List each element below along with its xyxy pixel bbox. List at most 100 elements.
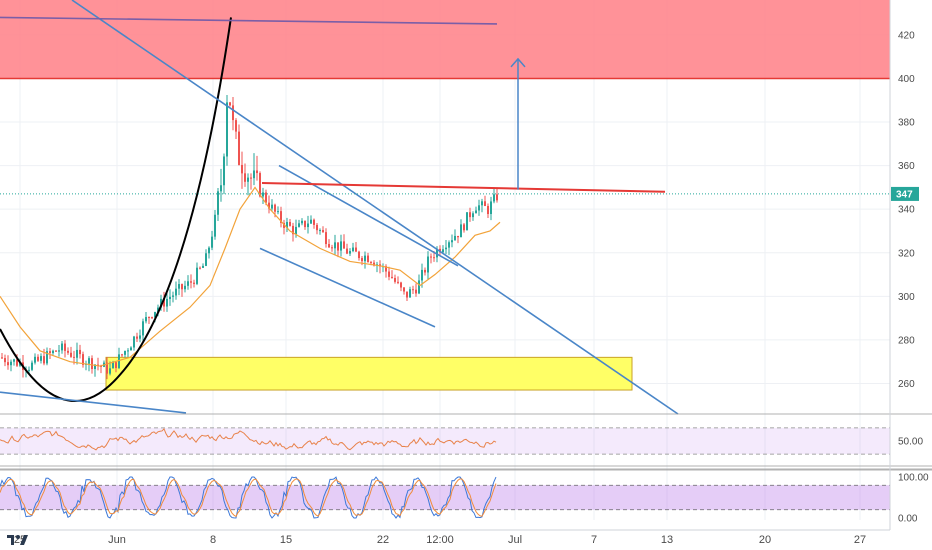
- supply-zone: [0, 0, 890, 79]
- candle-body: [409, 289, 411, 298]
- stoch-k-line: [0, 476, 497, 519]
- candle-body: [286, 221, 288, 228]
- descending-trendline: [71, 0, 679, 415]
- stoch-tick-label: 0.00: [898, 513, 918, 524]
- candle-body: [61, 343, 63, 351]
- candle-body: [358, 251, 360, 259]
- candle-body: [163, 298, 165, 307]
- candle-body: [49, 351, 51, 354]
- candle-body: [481, 201, 483, 206]
- candle-body: [454, 235, 456, 241]
- candle-body: [496, 194, 498, 201]
- candle-body: [370, 262, 372, 264]
- price-tick-label: 320: [898, 248, 915, 259]
- candle-body: [298, 223, 300, 227]
- candle-body: [70, 352, 72, 357]
- candle-body: [130, 347, 132, 351]
- candle-body: [142, 321, 144, 336]
- candle-body: [433, 257, 435, 259]
- candle-body: [220, 185, 222, 192]
- time-tick-label: 22: [377, 534, 389, 546]
- candle-body: [385, 266, 387, 272]
- candle-body: [175, 288, 177, 296]
- candle-body: [469, 212, 471, 218]
- rsi-band: [0, 427, 890, 455]
- candle-body: [361, 258, 363, 262]
- candle-body: [391, 276, 393, 278]
- indicator-panes: [0, 413, 932, 519]
- candle-body: [73, 356, 75, 358]
- candle-body: [460, 224, 462, 238]
- candle-body: [289, 221, 291, 226]
- candle-body: [448, 242, 450, 248]
- candle-body: [331, 247, 333, 249]
- candle-body: [466, 212, 468, 231]
- candle-body: [31, 362, 33, 370]
- candle-body: [172, 295, 174, 297]
- candle-body: [127, 350, 129, 352]
- time-axis[interactable]: 25 Jun 8 15 22 12:00 Jul 7 13 20 27: [0, 529, 890, 546]
- time-tick-label: 15: [280, 534, 292, 546]
- candle-body: [169, 296, 171, 299]
- candle-body: [178, 284, 180, 289]
- candle-body: [133, 336, 135, 348]
- candle-body: [307, 223, 309, 228]
- candle-body: [112, 362, 114, 369]
- candle-body: [40, 356, 42, 361]
- candle-body: [283, 222, 285, 228]
- candle-body: [214, 214, 216, 237]
- candle-body: [199, 267, 201, 269]
- candle-body: [478, 205, 480, 211]
- candle-body: [241, 164, 243, 174]
- price-axis[interactable]: 260 280 300 320 340 360 380 400 420 347 50.00 100.0…: [889, 0, 929, 530]
- candle-body: [397, 281, 399, 283]
- candle-body: [118, 354, 120, 369]
- candle-body: [445, 247, 447, 250]
- candle-body: [181, 284, 183, 290]
- candle-body: [166, 298, 168, 307]
- candle-body: [244, 173, 246, 182]
- price-tick-label: 380: [898, 118, 915, 129]
- candle-body: [319, 230, 321, 232]
- candle-body: [475, 210, 477, 214]
- time-tick-label: 8: [210, 534, 216, 546]
- last-price-badge: [891, 186, 919, 201]
- candle-body: [493, 194, 495, 202]
- candle-body: [436, 248, 438, 258]
- candle-body: [67, 350, 69, 353]
- candle-body: [184, 285, 186, 290]
- price-tick-label: 340: [898, 205, 915, 216]
- stoch-d-line: [0, 478, 497, 518]
- time-tick-label: 13: [661, 534, 673, 546]
- rsi-tick-label: 50.00: [898, 437, 923, 448]
- candle-body: [91, 358, 93, 370]
- candle-body: [94, 364, 96, 370]
- stoch-band: [0, 485, 890, 510]
- candle-body: [1, 357, 3, 359]
- lower-trendline: [0, 391, 187, 414]
- candle-body: [277, 211, 279, 213]
- candle-body: [202, 265, 204, 268]
- price-tick-label: 300: [898, 292, 915, 303]
- candle-body: [205, 253, 207, 266]
- candle-body: [232, 105, 234, 121]
- candle-body: [451, 240, 453, 243]
- price-tick-label: 420: [898, 30, 915, 41]
- price-tick-label: 400: [898, 74, 915, 85]
- candle-body: [256, 170, 258, 174]
- candle-body: [7, 362, 9, 366]
- candle-body: [403, 287, 405, 292]
- moving-average-line: [0, 186, 501, 367]
- rsi-line: [0, 427, 497, 451]
- price-tick-label: 280: [898, 335, 915, 346]
- candle-body: [13, 359, 15, 362]
- candle-body: [373, 262, 375, 266]
- tradingview-logo[interactable]: [6, 534, 32, 546]
- candle-body: [52, 350, 54, 354]
- candle-body: [43, 356, 45, 364]
- candle-body: [58, 350, 60, 352]
- candle-body: [148, 317, 150, 319]
- candle-body: [424, 269, 426, 273]
- candle-body: [235, 120, 237, 132]
